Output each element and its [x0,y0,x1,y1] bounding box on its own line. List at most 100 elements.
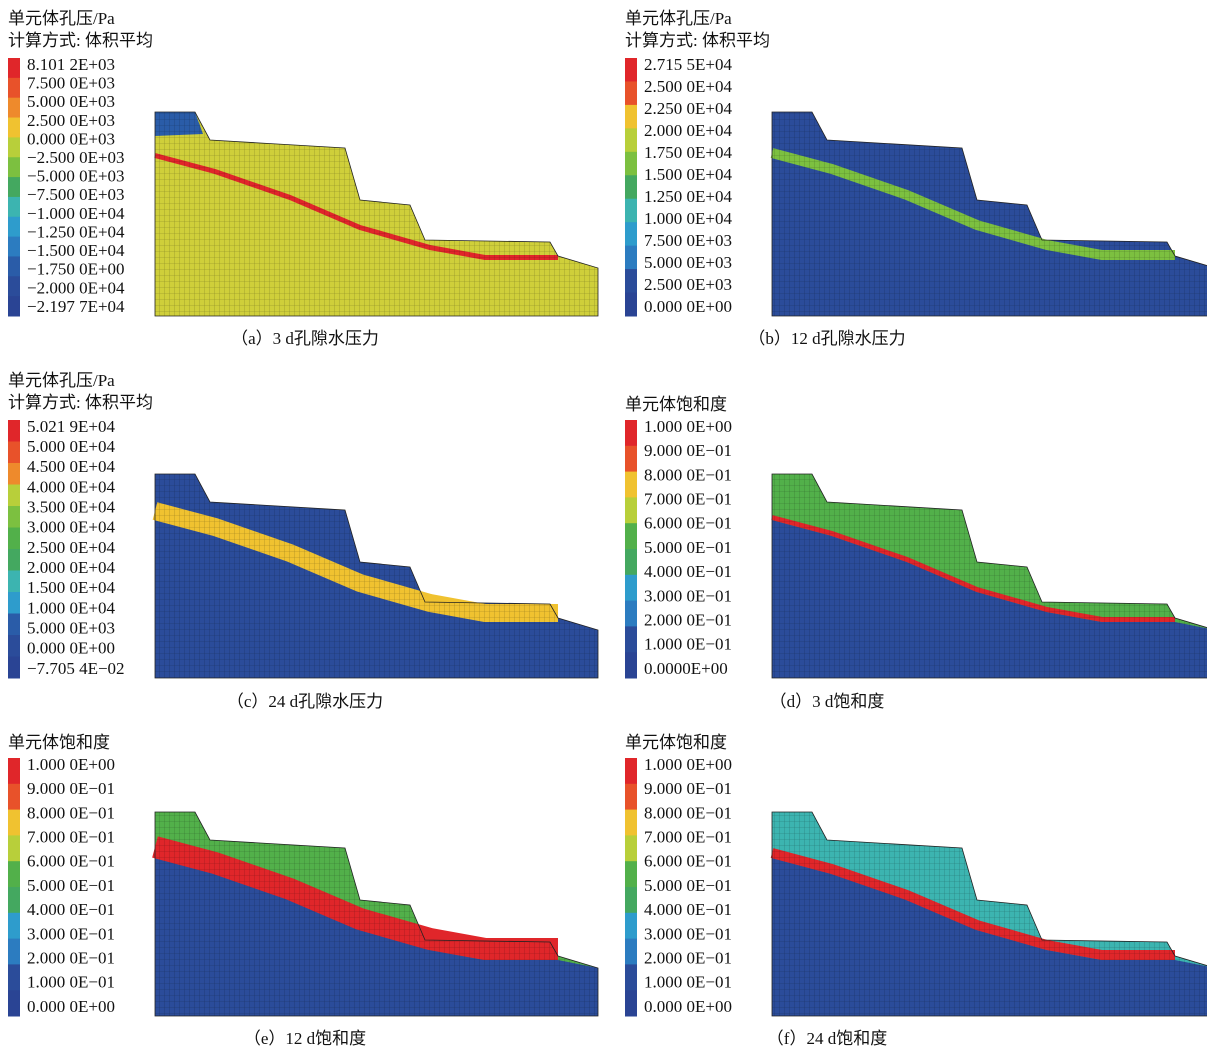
legend-title: 计算方式: 体积平均 [8,31,153,50]
legend-label: −5.000 0E+03 [27,167,125,186]
color-band [625,81,637,106]
color-band [625,128,637,153]
legend-label: −1.000 0E+04 [27,204,125,223]
color-band [625,292,637,317]
panel: 单元体饱和度 1.000 0E+00 9.000 0E−01 8.000 0E−01 7… [625,733,1207,1048]
legend-label: 5.000 0E−01 [27,876,115,895]
legend-label: 2.000 0E+04 [644,121,732,140]
color-band [8,506,20,528]
legend-label: 0.000 0E+00 [27,997,115,1016]
color-band [8,420,20,442]
color-band [625,887,637,914]
legend-label: 3.000 0E−01 [644,924,732,943]
outline [154,473,599,679]
mesh [155,812,598,1016]
mesh [772,474,1207,678]
color-band [625,574,637,602]
panel: 单元体孔压/Pa 计算方式: 体积平均 2.715 5E+04 2.500 0E+04… [625,9,1207,348]
panel: 单元体孔压/Pa 计算方式: 体积平均 5.021 9E+045.000 0E+04… [8,371,599,711]
legend-label: 7.000 0E−01 [644,490,732,509]
caption: （c）24 d孔隙水压力 [227,692,383,711]
mesh [155,474,598,678]
legend-label: 6.000 0E−01 [644,852,732,871]
color-band [625,652,637,679]
legend-label: −2.197 7E+04 [27,297,125,316]
mesh [772,812,1207,1016]
color-band [8,58,20,79]
caption: （f）24 d饱和度 [767,1029,887,1048]
color-band [625,445,637,473]
legend-label: 1.000 0E−01 [27,973,115,992]
color-band [8,117,20,138]
color-band [8,938,20,965]
legend-label: 0.0000E+00 [644,659,728,678]
legend-label: 0.000 0E+00 [644,297,732,316]
color-band [8,758,20,785]
legend-label: 1.000 0E+00 [644,755,732,774]
legend-label: 2.250 0E+04 [644,99,732,118]
color-band [625,497,637,524]
legend-title: 单元体孔压/Pa [625,9,732,28]
color-band [8,613,20,636]
legend-label: 1.750 0E+04 [644,143,732,162]
legend-label: 3.000 0E+04 [27,518,115,537]
color-band [8,196,20,218]
legend-title: 单元体饱和度 [625,733,727,752]
legend-label: 2.000 0E+04 [27,558,115,577]
legend-label: 0.000 0E+00 [27,639,115,658]
legend-title: 计算方式: 体积平均 [8,393,153,412]
color-band [8,216,20,238]
color-band [625,783,637,811]
outline [771,473,1207,679]
panel: 单元体饱和度 1.000 0E+00 9.000 0E−01 8.000 0E−01 7… [625,395,1207,711]
legend-label: 7.000 0E−01 [644,828,732,847]
legend-label: 1.000 0E+00 [27,755,115,774]
color-band [8,549,20,571]
legend-label: 6.000 0E−01 [644,514,732,533]
color-band [625,222,637,247]
color-band [8,236,20,257]
legend-label: 4.000 0E−01 [27,900,115,919]
outline [771,811,1207,1017]
color-band [8,809,20,836]
color-band [8,441,20,464]
legend-label: −1.750 0E+00 [27,260,125,279]
color-band [8,912,20,940]
legend-label: −2.500 0E+03 [27,148,125,167]
legend-label: 1.500 0E+04 [644,165,732,184]
legend-label: 4.000 0E−01 [644,562,732,581]
legend-label: 2.000 0E−01 [644,611,732,630]
legend-label: 1.000 0E−01 [644,635,732,654]
legend-label: 8.101 2E+03 [27,55,115,74]
legend-label: 1.500 0E+04 [27,578,115,597]
color-band [625,758,637,785]
color-band [625,471,637,498]
legend-label: 2.500 0E+03 [27,111,115,130]
color-band [8,484,20,507]
legend-label: −2.000 0E+04 [27,278,125,297]
color-band [8,964,20,991]
color-band [625,912,637,940]
legend-label: 5.000 0E+03 [27,92,115,111]
color-band [625,523,637,550]
color-band [625,600,637,627]
legend-title: 单元体孔压/Pa [8,371,115,390]
legend-label: 2.715 5E+04 [644,55,732,74]
legend-label: 6.000 0E−01 [27,852,115,871]
legend-label: 5.000 0E−01 [644,538,732,557]
mesh [155,112,598,316]
color-band [625,420,637,447]
color-band [8,656,20,679]
color-band [625,626,637,653]
color-band [8,463,20,485]
legend-label: 3.500 0E+04 [27,498,115,517]
color-band [8,157,20,178]
legend-label: 2.000 0E−01 [27,949,115,968]
color-band [8,527,20,550]
legend-label: 5.000 0E+03 [644,253,732,272]
color-band [8,97,20,119]
outline [154,111,599,317]
legend-label: 1.000 0E−01 [644,973,732,992]
panel: 单元体孔压/Pa 计算方式: 体积平均 8.101 2E+037.500 0E+03… [8,9,599,348]
